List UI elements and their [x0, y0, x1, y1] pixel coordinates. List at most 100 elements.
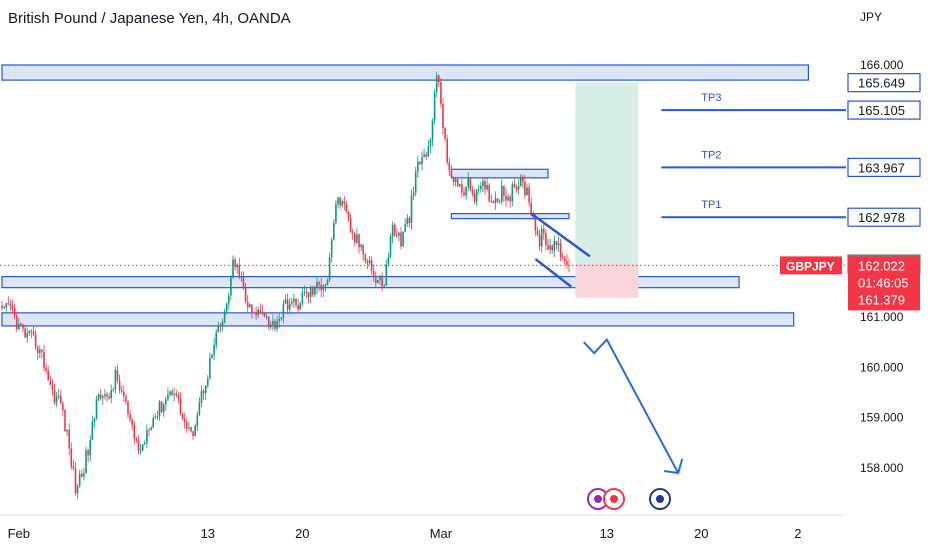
stop-zone[interactable] — [575, 263, 639, 298]
candle-body — [95, 398, 98, 419]
candle-body — [22, 324, 24, 329]
candle-body — [557, 243, 560, 245]
candle-body — [480, 186, 482, 190]
candle-body — [383, 285, 385, 287]
candle-body — [278, 318, 280, 322]
candle-body — [509, 196, 511, 202]
candle-body — [34, 334, 37, 348]
candle-body — [322, 285, 325, 291]
candle-body — [230, 276, 232, 296]
candle-body — [469, 177, 472, 191]
candle-body — [183, 418, 186, 423]
zone-rect[interactable] — [450, 213, 570, 220]
candle-body — [301, 292, 304, 304]
candle-body — [5, 303, 7, 308]
candle-body — [53, 389, 56, 403]
candle-body — [307, 292, 310, 297]
candle-body — [343, 201, 346, 204]
candle-body — [564, 258, 566, 261]
tp-price-tag: 165.105 — [858, 103, 905, 118]
candle-body — [74, 468, 77, 494]
candle-body — [498, 201, 501, 203]
candle-body — [389, 236, 392, 257]
tp-price-tag-bg — [847, 100, 921, 120]
candle-body — [465, 187, 467, 196]
candle-body — [372, 270, 375, 276]
candle-body — [152, 418, 154, 428]
candle-body — [70, 448, 73, 467]
candle-body — [377, 280, 379, 283]
candle-body — [288, 303, 291, 310]
zone-rect[interactable] — [1, 312, 795, 327]
candle-body — [141, 444, 144, 451]
candle-body — [26, 333, 28, 338]
candle-body — [106, 394, 108, 397]
target-zone[interactable] — [575, 82, 639, 264]
candle-body — [475, 189, 478, 202]
candle-body — [425, 154, 427, 157]
candle-body — [305, 292, 308, 294]
candle-body — [232, 259, 234, 277]
candle-body — [303, 292, 306, 294]
candle-body — [49, 380, 52, 385]
wedge-upper-line[interactable] — [530, 212, 591, 258]
lightning-icon-dot — [594, 495, 602, 503]
candle-body — [488, 185, 490, 202]
candle-body — [120, 390, 123, 392]
candle-body — [496, 198, 499, 203]
candle-body — [87, 450, 89, 456]
tp-price-tag: 163.967 — [858, 160, 905, 175]
candle-body — [448, 162, 451, 171]
time-axis-bg[interactable] — [0, 515, 846, 550]
tp-label: TP3 — [701, 92, 721, 104]
candle-body — [93, 418, 96, 422]
candle-body — [270, 324, 272, 328]
candle-body — [200, 390, 203, 403]
candle-body — [249, 304, 251, 308]
zone-rect[interactable] — [450, 168, 549, 179]
time-tick-label: Feb — [8, 526, 30, 541]
candle-body — [162, 404, 165, 413]
candle-body — [444, 128, 446, 139]
candle-body — [318, 282, 320, 285]
candle-body — [473, 193, 476, 202]
candle-body — [213, 345, 215, 355]
currency-label: JPY — [860, 10, 882, 24]
candle-body — [326, 279, 329, 285]
candle-body — [467, 177, 469, 188]
forecast-arrow-path[interactable] — [582, 337, 680, 474]
candle-body — [263, 313, 266, 317]
candle-body — [375, 275, 377, 283]
zone-rect[interactable] — [1, 64, 810, 81]
wedge-lower-line[interactable] — [534, 257, 572, 288]
candle-body — [385, 263, 388, 286]
candle-body — [417, 161, 419, 172]
candle-body — [83, 473, 85, 477]
candle-body — [156, 416, 159, 418]
candle-body — [91, 421, 94, 441]
candle-body — [366, 261, 369, 264]
price-axis: JPY 166.000 161.000 160.000 159.000 158.000 16… — [780, 0, 932, 550]
candle-body — [261, 311, 264, 314]
candle-body — [57, 395, 60, 397]
candle-body — [158, 401, 161, 417]
zone-rect[interactable] — [1, 275, 740, 289]
candle-body — [110, 390, 112, 399]
candle-body — [549, 245, 551, 250]
candle-body — [171, 391, 173, 395]
candle-body — [486, 185, 488, 190]
candle-body — [144, 442, 146, 445]
candle-body — [452, 176, 455, 182]
candle-body — [471, 190, 474, 194]
candle-body — [127, 401, 129, 414]
candle-body — [219, 325, 222, 327]
candle-body — [528, 187, 530, 203]
drawing-lines: TP1 TP2 TP3 — [0, 92, 846, 475]
candle-body — [309, 286, 312, 297]
candle-body — [543, 228, 545, 234]
candle-body — [221, 322, 224, 326]
candle-body — [398, 232, 400, 236]
candle-body — [320, 284, 322, 291]
candle-body — [408, 217, 411, 224]
